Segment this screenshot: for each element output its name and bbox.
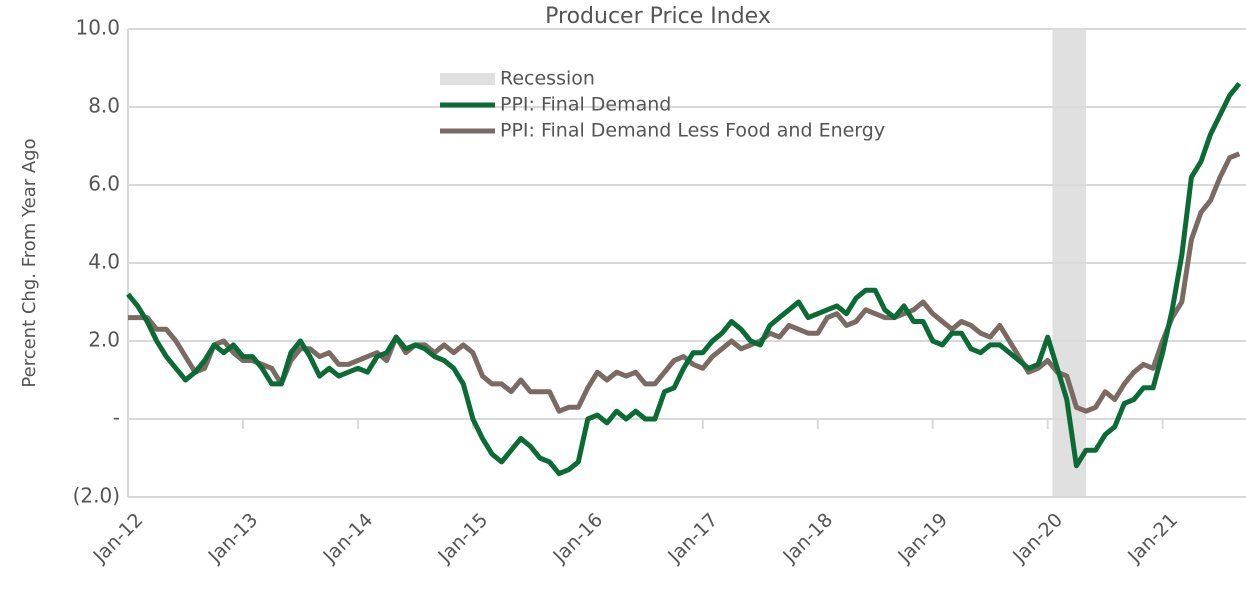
- x-tick-label: Jan-21: [1123, 509, 1182, 568]
- series-line: [126, 82, 1242, 477]
- y-tick-label: 10.0: [75, 16, 120, 40]
- legend-label: PPI: Final Demand Less Food and Energy: [500, 120, 885, 142]
- y-tick-label: -: [113, 406, 120, 430]
- x-tick-label: Jan-18: [778, 509, 837, 568]
- x-tick-label: Jan-12: [89, 509, 148, 568]
- legend-label: PPI: Final Demand: [500, 94, 671, 116]
- y-tick-label: 8.0: [88, 94, 120, 118]
- x-tick-label: Jan-20: [1008, 509, 1067, 568]
- x-tick-label: Jan-15: [433, 509, 492, 568]
- x-tick-label: Jan-17: [663, 509, 722, 568]
- y-tick-label: (2.0): [73, 484, 120, 508]
- y-tick-label: 6.0: [88, 172, 120, 196]
- y-tick-label: 4.0: [88, 250, 120, 274]
- legend-swatch: [440, 73, 495, 85]
- x-tick-label: Jan-13: [203, 509, 262, 568]
- x-tick-label: Jan-16: [548, 509, 607, 568]
- x-tick-label: Jan-14: [318, 509, 377, 568]
- x-tick-label: Jan-19: [893, 509, 952, 568]
- y-axis-label: Percent Chg. From Year Ago: [19, 138, 40, 387]
- chart-title: Producer Price Index: [545, 4, 771, 29]
- legend-label: Recession: [500, 68, 595, 90]
- y-tick-label: 2.0: [88, 328, 120, 352]
- series-line: [128, 151, 1241, 414]
